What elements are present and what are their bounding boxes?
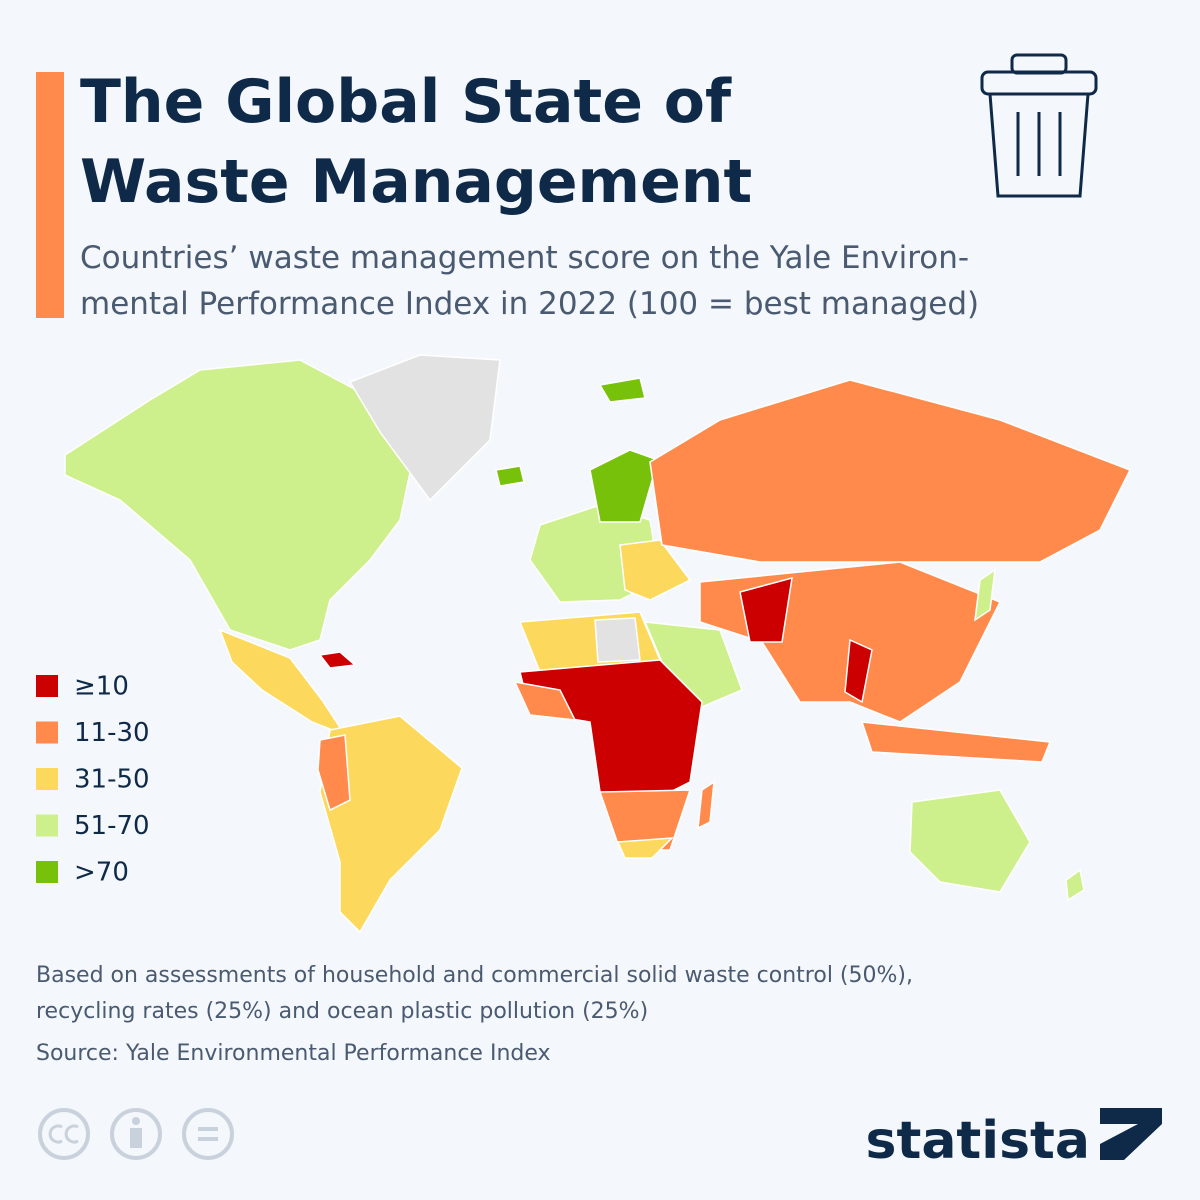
madagascar: [697, 780, 715, 830]
arabia: [643, 621, 743, 713]
myanmar: [844, 638, 873, 704]
license-icons: [38, 1108, 234, 1160]
legend-swatch: [36, 675, 58, 697]
legend-swatch: [36, 721, 58, 744]
world-map: [64, 354, 1132, 934]
subtitle-line: mental Performance Index in 2022 (100 = …: [80, 286, 979, 322]
legend-label: 51-70: [74, 811, 150, 841]
libya: [594, 617, 641, 663]
greenland: [348, 354, 501, 502]
title-line: The Global State of: [80, 67, 732, 137]
new-zealand: [1065, 868, 1085, 902]
japan: [974, 568, 996, 622]
accent-bar: [36, 72, 64, 318]
legend-label: >70: [74, 858, 129, 888]
scandinavia: [589, 449, 659, 523]
southeast-asia: [860, 721, 1052, 763]
legend-swatch: [36, 768, 58, 790]
svalbard: [598, 377, 646, 403]
legend-swatch: [36, 814, 58, 837]
north-america: [64, 359, 421, 651]
russia: [649, 379, 1132, 563]
legend-label: 31-50: [74, 765, 150, 795]
legend: ≥10 11-30 31-50 51-70 >70: [36, 672, 150, 888]
legend-label: ≥10: [74, 672, 129, 702]
west-africa: [513, 681, 577, 721]
brand-logo: [1100, 1108, 1162, 1160]
brand: statista: [866, 1111, 1090, 1171]
title-line: Waste Management: [80, 147, 752, 217]
southern-africa: [598, 789, 692, 851]
note-line: Based on assessments of household and co…: [36, 963, 913, 988]
afghanistan-pakistan: [739, 576, 793, 643]
subtitle-line: Countries’ waste management score on the…: [80, 240, 969, 276]
caribbean: [318, 651, 357, 669]
australia: [909, 789, 1031, 893]
source: Source: Yale Environmental Performance I…: [36, 1041, 551, 1066]
iceland: [495, 465, 525, 487]
andes-countries: [317, 734, 351, 812]
note-line: recycling rates (25%) and ocean plastic …: [36, 999, 648, 1024]
legend-swatch: [36, 861, 58, 883]
eastern-europe: [619, 539, 692, 601]
south-america: [319, 715, 463, 934]
central-america: [218, 628, 347, 737]
legend-label: 11-30: [74, 718, 150, 748]
south-africa: [616, 837, 674, 859]
trash-icon: [980, 53, 1098, 198]
